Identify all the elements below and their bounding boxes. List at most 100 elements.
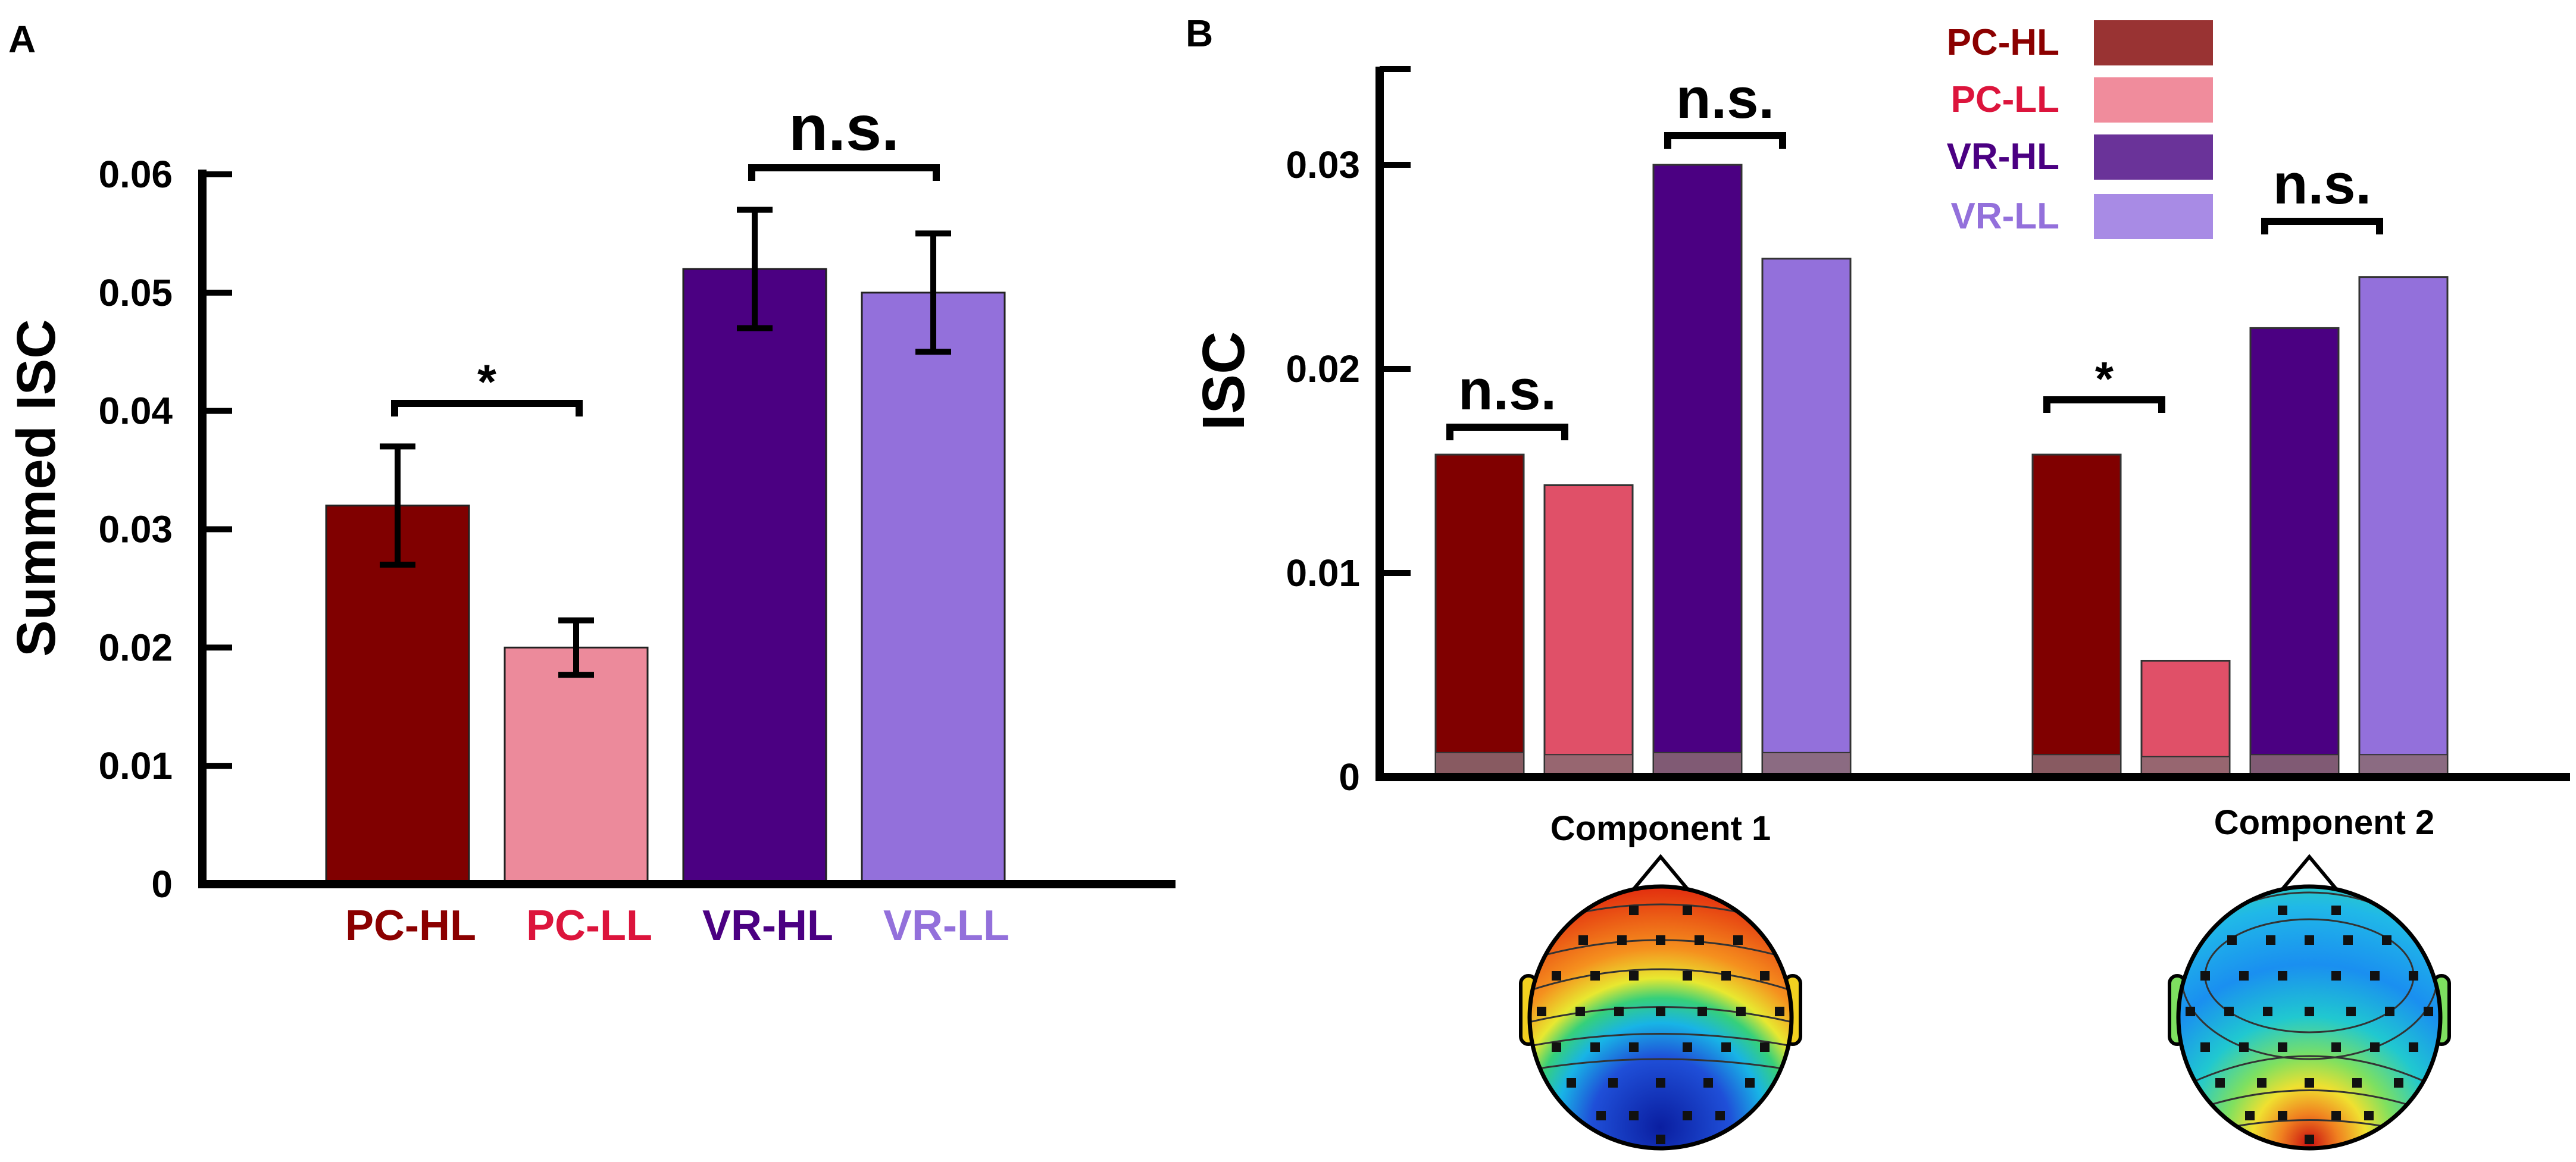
electrode — [2278, 1042, 2287, 1052]
panel-a: A 00.010.020.030.040.050.06 *n.s. PC-HL P… — [6, 18, 1176, 950]
y-tick-label: 0 — [1339, 756, 1360, 798]
electrode — [2305, 935, 2314, 945]
electrode — [2305, 1007, 2314, 1016]
legend-swatch — [2094, 194, 2213, 239]
electrode — [2382, 935, 2391, 945]
bar-pc-hl — [2031, 453, 2122, 778]
electrode — [2346, 1007, 2356, 1016]
significance-bracket — [1664, 132, 1786, 149]
electrode — [1697, 1007, 1707, 1016]
electrode — [1715, 1111, 1725, 1120]
topomap-2-scalp — [2178, 887, 2440, 1148]
electrode — [2227, 935, 2237, 945]
electrode — [1695, 935, 1704, 945]
electrode — [1721, 971, 1731, 981]
electrode — [2343, 935, 2353, 945]
topomap-1-scalp — [1530, 887, 1792, 1148]
significance-bracket — [2261, 218, 2383, 234]
panel-b-significance: n.s. n.s. * n.s. — [1446, 67, 2383, 440]
panel-a-bars — [325, 268, 1006, 885]
electrode — [2409, 1042, 2418, 1052]
electrode — [2385, 1007, 2394, 1016]
significance-bracket — [748, 164, 940, 181]
panel-a-category-labels: PC-HL PC-LL VR-HL VR-LL — [345, 902, 1009, 950]
electrode — [1683, 906, 1692, 915]
electrode — [2305, 1135, 2314, 1144]
bar-vr-hl — [1652, 164, 1743, 778]
electrode — [1656, 935, 1665, 945]
electrode — [1683, 971, 1692, 981]
electrode — [2409, 971, 2418, 981]
bar-vr-ll — [861, 292, 1006, 885]
significance-bracket — [1446, 424, 1568, 440]
electrode — [2331, 971, 2341, 981]
category-label: VR-HL — [702, 902, 833, 950]
electrode — [2239, 971, 2249, 981]
electrode — [2364, 1111, 2374, 1120]
electrode — [2331, 906, 2341, 915]
y-tick-label: 0.03 — [98, 508, 173, 551]
electrode — [1596, 1111, 1606, 1120]
topomap-2-nose — [2281, 854, 2338, 890]
y-tick-label: 0.01 — [1286, 552, 1360, 594]
electrode — [1552, 1042, 1561, 1052]
panel-b-label: B — [1186, 12, 1213, 55]
y-tick-label: 0.04 — [98, 390, 173, 433]
significance-label: n.s. — [1676, 67, 1774, 130]
component-2-label: Component 2 — [2214, 803, 2435, 842]
y-tick-label: 0 — [151, 863, 173, 906]
topomap-2-electrodes — [2186, 906, 2433, 1144]
panel-a-grid: 0 0.01 0.02 0.03 0.04 0.05 0.06 — [98, 153, 232, 906]
electrode — [1590, 971, 1600, 981]
electrode — [1656, 1007, 1665, 1016]
electrode — [1760, 971, 1770, 981]
electrode — [1775, 1007, 1784, 1016]
y-tick-label: 0.05 — [98, 271, 173, 314]
bar-vr-hl — [2249, 327, 2340, 778]
bar-pc-ll — [1543, 484, 1634, 778]
electrode — [2257, 1078, 2266, 1088]
y-tick-label: 0.06 — [98, 153, 173, 196]
category-label: VR-LL — [883, 902, 1009, 950]
y-tick-label: 0.02 — [98, 626, 173, 669]
electrode — [2186, 1007, 2195, 1016]
electrode — [2200, 971, 2210, 981]
panel-b-y-axis-label: ISC — [1190, 331, 1257, 431]
electrode — [1745, 1078, 1755, 1088]
bar-vr-ll — [2358, 276, 2449, 778]
electrode — [2331, 1042, 2341, 1052]
electrode — [1629, 1042, 1639, 1052]
topomap-1-nose — [1632, 854, 1689, 890]
panel-a-error-bars — [380, 206, 951, 678]
y-tick-label: 0.01 — [98, 744, 173, 787]
y-tick-label: 0.02 — [1286, 347, 1360, 390]
panel-b-y-ticks: 0 0.01 0.02 0.03 — [1286, 66, 1411, 798]
panel-a-y-axis-label: Summed ISC — [6, 319, 67, 656]
topomap-1-outline — [1527, 884, 1794, 1151]
electrode — [1552, 971, 1561, 981]
legend-label: PC-HL — [1947, 22, 2059, 63]
electrode — [1656, 1078, 1665, 1088]
panel-a-significance: * n.s. — [391, 92, 940, 416]
electrode — [1629, 971, 1639, 981]
electrode — [1703, 1078, 1713, 1088]
significance-label: * — [477, 355, 496, 409]
electrode — [1760, 1042, 1770, 1052]
electrode — [1736, 1007, 1746, 1016]
topomap-1-electrodes — [1537, 906, 1784, 1144]
electrode — [2263, 1007, 2272, 1016]
significance-label: n.s. — [1458, 358, 1556, 422]
electrode — [2278, 1111, 2287, 1120]
bar-vr-hl — [682, 268, 827, 885]
electrode — [2266, 935, 2275, 945]
electrode — [2331, 1111, 2341, 1120]
electrode — [1733, 935, 1743, 945]
electrode — [1629, 1111, 1639, 1120]
electrode — [2215, 1078, 2225, 1088]
electrode — [2224, 1007, 2234, 1016]
topomap-2-outline — [2176, 884, 2443, 1151]
electrode — [1629, 906, 1639, 915]
significance-bracket — [391, 400, 583, 416]
electrode — [2394, 1078, 2403, 1088]
